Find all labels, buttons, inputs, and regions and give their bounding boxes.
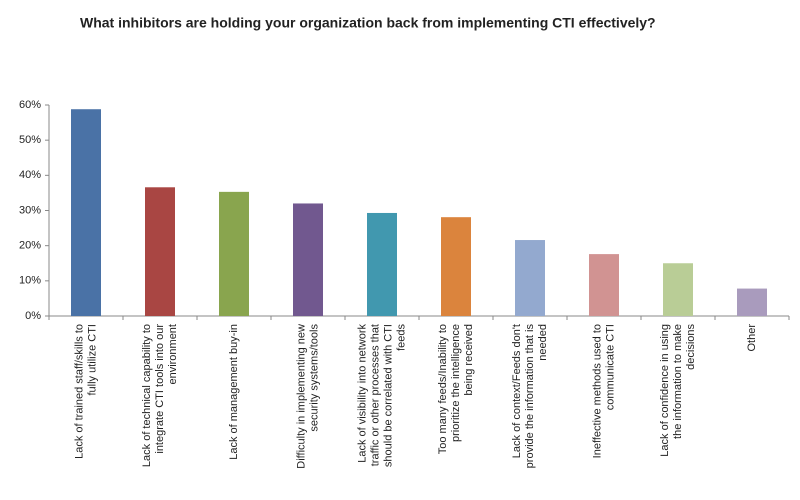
bar (515, 240, 545, 316)
x-tick-label: Lack of technical capability tointegrate… (141, 324, 179, 467)
x-tick-label: Other (746, 324, 758, 352)
bar (737, 288, 767, 316)
x-tick-label: Lack of context/Feeds don'tprovide the i… (511, 324, 549, 469)
y-tick-label: 60% (19, 99, 41, 111)
x-tick-label: Too many feeds/Inability toprioritize th… (437, 324, 475, 454)
x-tick-label: Ineffective methods used tocommunicate C… (591, 324, 616, 458)
x-tick-label: Lack of management buy-in (228, 324, 240, 460)
bar (145, 187, 175, 316)
bar (589, 254, 619, 316)
y-tick-label: 20% (19, 240, 41, 252)
bar (441, 217, 471, 316)
bar (293, 203, 323, 316)
y-tick-label: 10% (19, 275, 41, 287)
x-tick-label: Lack of trained staff/skills tofully uti… (73, 324, 98, 459)
x-tick-label: Lack of visibility into networktraffic o… (356, 324, 407, 468)
y-tick-label: 0% (25, 310, 41, 322)
y-tick-label: 50% (19, 134, 41, 146)
bar (71, 109, 101, 316)
y-tick-label: 40% (19, 169, 41, 181)
x-tick-label: Difficulty in implementing newsecurity s… (295, 324, 320, 469)
bar (367, 212, 397, 316)
chart-title: What inhibitors are holding your organiz… (80, 15, 656, 31)
y-tick-label: 30% (19, 204, 41, 216)
x-tick-label: Lack of confidence in usingthe informati… (659, 324, 697, 457)
bar (663, 263, 693, 316)
bar (219, 191, 249, 316)
